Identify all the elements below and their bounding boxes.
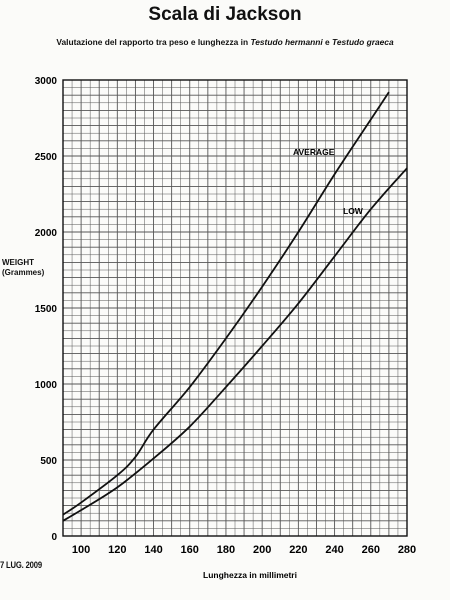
y-tick-label: 1500	[35, 304, 58, 315]
series-line-low	[62, 167, 408, 522]
x-tick-label: 180	[217, 544, 235, 556]
x-tick-label: 160	[181, 544, 199, 556]
x-tick-label: 100	[72, 544, 90, 556]
x-tick-label: 280	[398, 544, 416, 556]
x-tick-label: 220	[289, 544, 307, 556]
date-stamp: 7 LUG. 2009	[0, 560, 42, 570]
y-axis-label-line-1: WEIGHT	[2, 258, 34, 267]
x-axis-title: Lunghezza in millimetri	[203, 570, 297, 580]
x-tick-label: 200	[253, 544, 271, 556]
plot-frame	[62, 79, 408, 537]
tick-labels: 100 120 140 160 180 200 220 240 260 280 0 500 1000 15…	[35, 76, 416, 580]
y-tick-label: 2000	[35, 228, 58, 239]
series-line-average	[62, 91, 390, 516]
x-tick-label: 260	[362, 544, 380, 556]
grid	[62, 79, 408, 537]
subtitle-conjunction: e	[322, 37, 333, 47]
series-label-average: AVERAGE	[293, 147, 335, 157]
y-tick-label: 2500	[35, 152, 58, 163]
y-axis-label-line-2: (Grammes)	[2, 268, 45, 277]
y-tick-label: 500	[40, 456, 57, 467]
subtitle-species-2: Testudo graeca	[332, 37, 394, 47]
y-tick-label: 3000	[35, 76, 58, 87]
y-tick-label: 0	[51, 532, 57, 543]
chart-subtitle: Valutazione del rapporto tra peso e lung…	[0, 37, 450, 47]
x-tick-label: 140	[144, 544, 162, 556]
chart-title: Scala di Jackson	[148, 4, 302, 25]
series-lines	[62, 91, 408, 522]
x-tick-label: 120	[108, 544, 126, 556]
x-tick-label: 240	[325, 544, 343, 556]
y-tick-label: 1000	[35, 380, 58, 391]
y-axis-label: WEIGHT (Grammes)	[2, 258, 62, 278]
subtitle-species-1: Testudo hermanni	[250, 37, 323, 47]
subtitle-prefix: Valutazione del rapporto tra peso e lung…	[56, 37, 251, 47]
series-label-low: LOW	[343, 206, 364, 216]
series-labels: AVERAGE LOW	[293, 147, 364, 216]
